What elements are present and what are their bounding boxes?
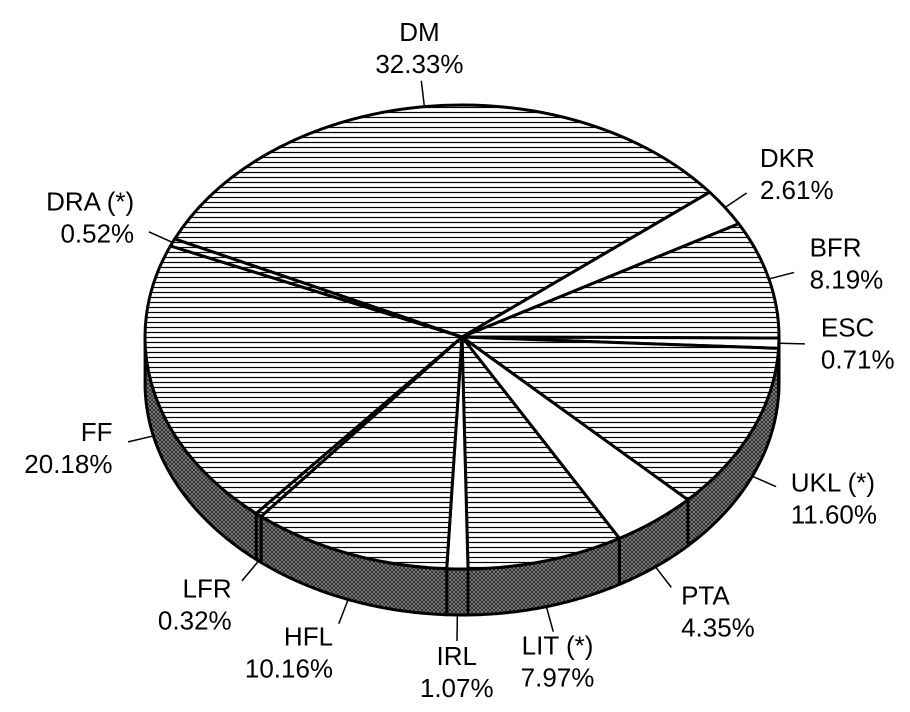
slice-label: LFR: [183, 573, 232, 603]
slice-value-label: 0.32%: [158, 605, 232, 635]
leader-line: [127, 435, 154, 443]
slice-label: DM: [399, 17, 439, 47]
slice-label: DKR: [760, 143, 815, 173]
slice-label: PTA: [681, 581, 730, 611]
slice-value-label: 32.33%: [375, 49, 463, 79]
slice-value-label: 2.61%: [760, 175, 834, 205]
slice-label: LIT (*): [522, 630, 594, 660]
slice-label: HFL: [284, 622, 333, 652]
slice-value-label: 20.18%: [24, 449, 112, 479]
slice-value-label: 11.60%: [791, 499, 877, 529]
slice-label: UKL (*): [791, 467, 875, 497]
slice: [460, 335, 621, 571]
slice-value-label: 0.52%: [60, 219, 134, 249]
leader-line: [241, 560, 260, 582]
slice-label: BFR: [810, 232, 862, 262]
leader-line: [338, 599, 349, 625]
leader-line: [148, 231, 173, 244]
slice-value-label: 8.19%: [810, 264, 884, 294]
slice-value-label: 0.71%: [821, 345, 895, 375]
leader-line: [751, 475, 777, 488]
slice: [460, 222, 781, 340]
slice: [259, 335, 464, 571]
slice-label: IRL: [437, 641, 477, 671]
slice-value-label: 4.35%: [681, 613, 755, 643]
leader-line: [545, 606, 554, 632]
slice-side: [445, 567, 470, 617]
slice-label: ESC: [821, 313, 874, 343]
leader-line: [768, 271, 795, 280]
leader-line: [724, 192, 748, 209]
slice-value-label: 1.07%: [420, 673, 494, 703]
leader-line: [778, 342, 805, 345]
slice-value-label: 7.97%: [521, 662, 595, 692]
leader-line: [420, 80, 426, 107]
slice: [168, 237, 464, 339]
slice-label: DRA (*): [46, 187, 134, 217]
leader-line: [654, 566, 672, 588]
slice: [460, 335, 781, 502]
slice: [173, 103, 712, 339]
slice-label: FF: [81, 417, 113, 447]
slice-value-label: 10.16%: [245, 654, 333, 684]
